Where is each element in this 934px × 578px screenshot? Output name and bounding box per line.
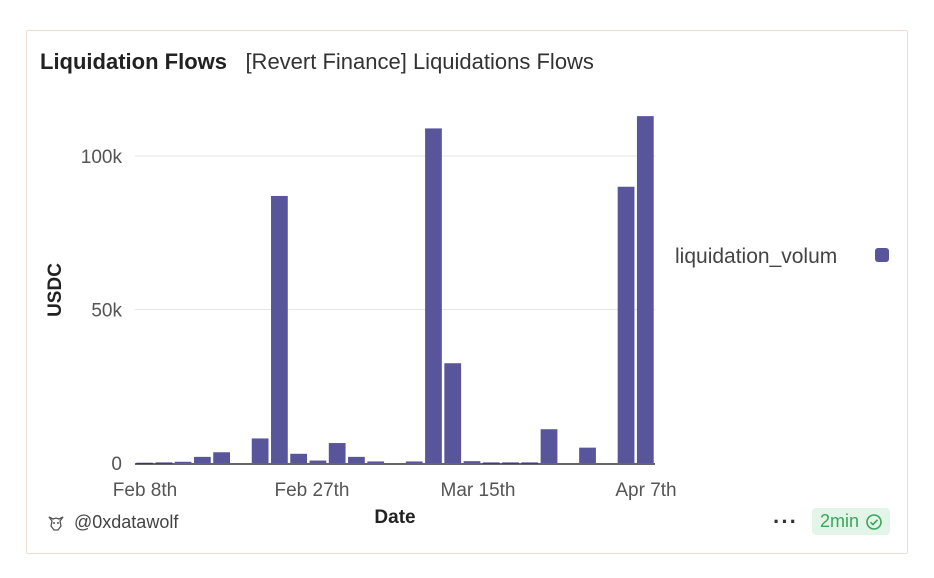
refresh-time: 2min	[819, 511, 859, 531]
author-handle: @0xdatawolf	[74, 512, 179, 532]
y-axis-title: USDC	[45, 263, 66, 317]
bar[interactable]	[579, 447, 596, 463]
bar[interactable]	[193, 456, 211, 463]
bar[interactable]	[155, 462, 173, 464]
legend[interactable]: liquidation_volum	[675, 245, 889, 268]
bar[interactable]	[174, 461, 192, 463]
x-tick-label: Mar 15th	[441, 480, 516, 501]
bar[interactable]	[636, 116, 654, 463]
refresh-badge[interactable]: 2min	[811, 508, 890, 535]
x-tick-label: Feb 8th	[113, 480, 177, 501]
bar[interactable]	[425, 128, 442, 463]
legend-label: liquidation_volum	[675, 245, 837, 268]
x-axis-title: Date	[374, 507, 415, 528]
bar[interactable]	[502, 462, 519, 464]
bar[interactable]	[328, 443, 346, 463]
bars	[136, 116, 654, 464]
bar[interactable]	[309, 460, 327, 463]
bar[interactable]	[136, 462, 153, 464]
footer-actions: ··· 2min	[773, 508, 890, 535]
legend-swatch	[875, 248, 889, 262]
x-tick-label: Feb 27th	[275, 480, 350, 501]
bar[interactable]	[348, 456, 365, 463]
bar[interactable]	[251, 438, 269, 463]
bar[interactable]	[463, 461, 481, 463]
grid-lines	[135, 155, 655, 311]
bar[interactable]	[213, 452, 230, 463]
x-axis-ticks: Feb 8th Feb 27th Mar 15th Apr 7th	[113, 480, 677, 501]
wolf-avatar-icon	[48, 515, 64, 531]
bar[interactable]	[290, 453, 308, 463]
more-icon[interactable]: ···	[773, 508, 798, 534]
y-tick-label: 100k	[81, 147, 123, 168]
bar[interactable]	[482, 462, 500, 464]
y-tick-label: 50k	[91, 301, 122, 322]
bar[interactable]	[367, 461, 385, 463]
y-tick-label: 0	[111, 454, 122, 475]
bar[interactable]	[521, 462, 539, 464]
bar[interactable]	[444, 363, 462, 463]
chart-card: Liquidation Flows [Revert Finance] Liqui…	[26, 30, 908, 554]
bar[interactable]	[271, 195, 288, 464]
check-circle-icon	[866, 513, 882, 530]
bar[interactable]	[540, 429, 558, 463]
bar[interactable]	[405, 461, 423, 463]
card-header: Liquidation Flows [Revert Finance] Liqui…	[40, 49, 594, 75]
chart-title[interactable]: Liquidation Flows	[40, 49, 227, 74]
y-axis-ticks: 0 50k 100k	[81, 147, 123, 475]
author-credit[interactable]: @0xdatawolf	[46, 512, 178, 533]
bar[interactable]	[617, 186, 635, 463]
chart-subtitle: [Revert Finance] Liquidations Flows	[245, 49, 594, 74]
x-tick-label: Apr 7th	[615, 480, 676, 501]
